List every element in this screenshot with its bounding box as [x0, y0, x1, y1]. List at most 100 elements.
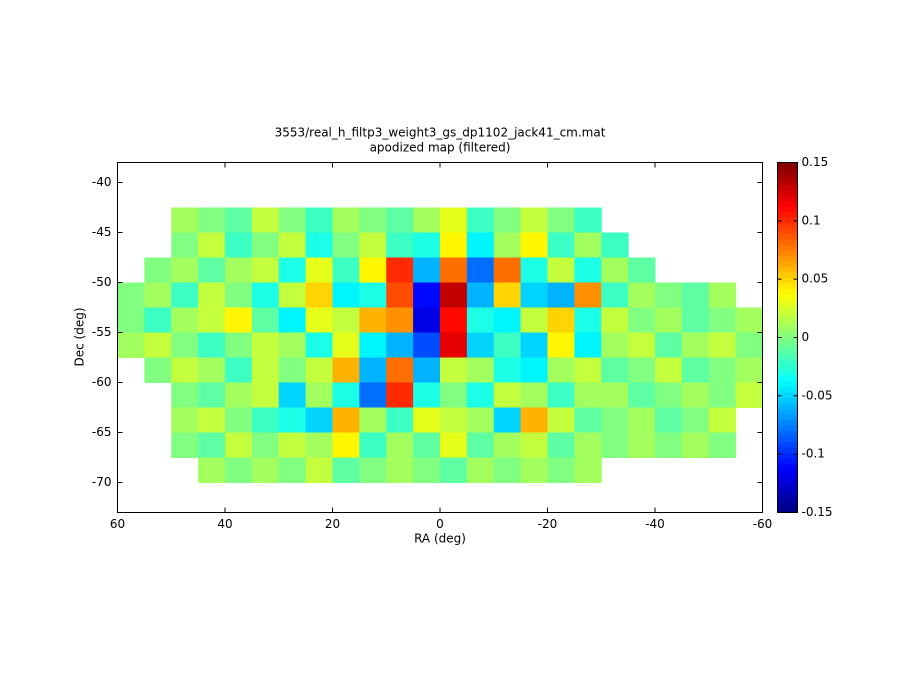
colorbar-step	[777, 173, 798, 180]
heatmap-cell	[601, 232, 629, 258]
heatmap-cell	[547, 407, 575, 433]
heatmap-cell	[198, 257, 226, 283]
colorbar-tick-label: 0.1	[802, 213, 821, 227]
colorbar-step	[777, 403, 798, 410]
colorbar-step	[777, 271, 798, 278]
heatmap-cell	[171, 432, 199, 458]
chart-title: 3553/real_h_filtp3_weight3_gs_dp1102_jac…	[275, 126, 606, 140]
colorbar-step	[777, 277, 798, 284]
heatmap-cell	[628, 257, 656, 283]
heatmap-cell	[171, 332, 199, 358]
heatmap-cell	[440, 432, 468, 458]
heatmap-cell	[547, 432, 575, 458]
heatmap-cell	[520, 407, 548, 433]
heatmap-cell	[493, 282, 522, 308]
heatmap-cell	[386, 382, 414, 408]
heatmap-cell	[251, 457, 280, 483]
heatmap-cell	[493, 407, 522, 433]
heatmap-cell	[440, 257, 468, 283]
heatmap-cell	[413, 357, 441, 383]
heatmap-cell	[735, 357, 763, 383]
y-tick-label: -50	[92, 275, 112, 289]
heatmap-cell	[547, 357, 575, 383]
heatmap-cell	[225, 332, 253, 358]
colorbar-step	[777, 342, 798, 349]
heatmap-cell	[332, 257, 360, 283]
heatmap-cell	[305, 232, 333, 258]
x-tick-label: 40	[217, 517, 232, 531]
colorbar-step	[777, 217, 798, 224]
heatmap-cell	[359, 257, 387, 283]
colorbar-step	[777, 507, 798, 513]
heatmap-cell	[225, 307, 253, 333]
heatmap-cell	[628, 382, 656, 408]
heatmap-cell	[440, 457, 468, 483]
heatmap-cell	[386, 307, 414, 333]
colorbar-step	[777, 178, 798, 185]
heatmap-cell	[493, 307, 522, 333]
heatmap-cell	[520, 232, 548, 258]
heatmap-cell	[225, 407, 253, 433]
heatmap-cell	[466, 357, 495, 383]
heatmap-cell	[466, 407, 495, 433]
heatmap-cell	[359, 457, 387, 483]
y-tick-label: -70	[92, 475, 112, 489]
y-tick-label: -65	[92, 425, 112, 439]
colorbar-step	[777, 446, 798, 453]
x-tick-label: -40	[645, 517, 665, 531]
heatmap-cell	[332, 357, 360, 383]
heatmap-cell	[547, 207, 575, 233]
colorbar-step	[777, 414, 798, 421]
colorbar-step	[777, 408, 798, 415]
heatmap-cell	[332, 432, 360, 458]
y-tick-label: -60	[92, 375, 112, 389]
heatmap-cell	[628, 407, 656, 433]
heatmap-cell	[413, 457, 441, 483]
heatmap-cell	[628, 332, 656, 358]
heatmap-cell	[708, 382, 737, 408]
heatmap-cell	[574, 457, 602, 483]
heatmap-cell	[440, 332, 468, 358]
heatmap-cell	[386, 282, 414, 308]
heatmap-cell	[493, 382, 522, 408]
heatmap-cell	[708, 332, 737, 358]
colorbar-step	[777, 200, 798, 207]
heatmap-cell	[278, 307, 307, 333]
colorbar-step	[777, 250, 798, 256]
heatmap-cell	[359, 357, 387, 383]
chart-subtitle: apodized map (filtered)	[370, 141, 511, 155]
heatmap-cell	[493, 207, 522, 233]
colorbar-step	[777, 348, 798, 355]
heatmap-cell	[278, 457, 307, 483]
heatmap-cell	[278, 257, 307, 283]
heatmap-cell	[520, 307, 548, 333]
colorbar-step	[777, 370, 798, 377]
heatmap-cell	[493, 332, 522, 358]
heatmap-cell	[628, 432, 656, 458]
heatmap-cell	[440, 307, 468, 333]
heatmap-cell	[466, 457, 495, 483]
heatmap-cell	[251, 257, 280, 283]
colorbar	[777, 162, 798, 513]
heatmap-cell	[359, 307, 387, 333]
heatmap-cell	[278, 357, 307, 383]
heatmap-cell	[493, 257, 522, 283]
heatmap-cell	[305, 357, 333, 383]
heatmap-cell	[520, 432, 548, 458]
heatmap-cell	[520, 282, 548, 308]
colorbar-step	[777, 386, 798, 393]
heatmap-cell	[466, 382, 495, 408]
colorbar-step	[777, 282, 798, 289]
heatmap-cell	[413, 407, 441, 433]
heatmap-cell	[413, 207, 441, 233]
heatmap-cell	[547, 307, 575, 333]
heatmap-cell	[440, 282, 468, 308]
heatmap-cell	[681, 332, 710, 358]
heatmap-cell	[440, 407, 468, 433]
heatmap-cell	[655, 357, 683, 383]
colorbar-step	[777, 490, 798, 497]
heatmap-cell	[601, 332, 629, 358]
heatmap-cell	[708, 357, 737, 383]
colorbar-step	[777, 255, 798, 262]
